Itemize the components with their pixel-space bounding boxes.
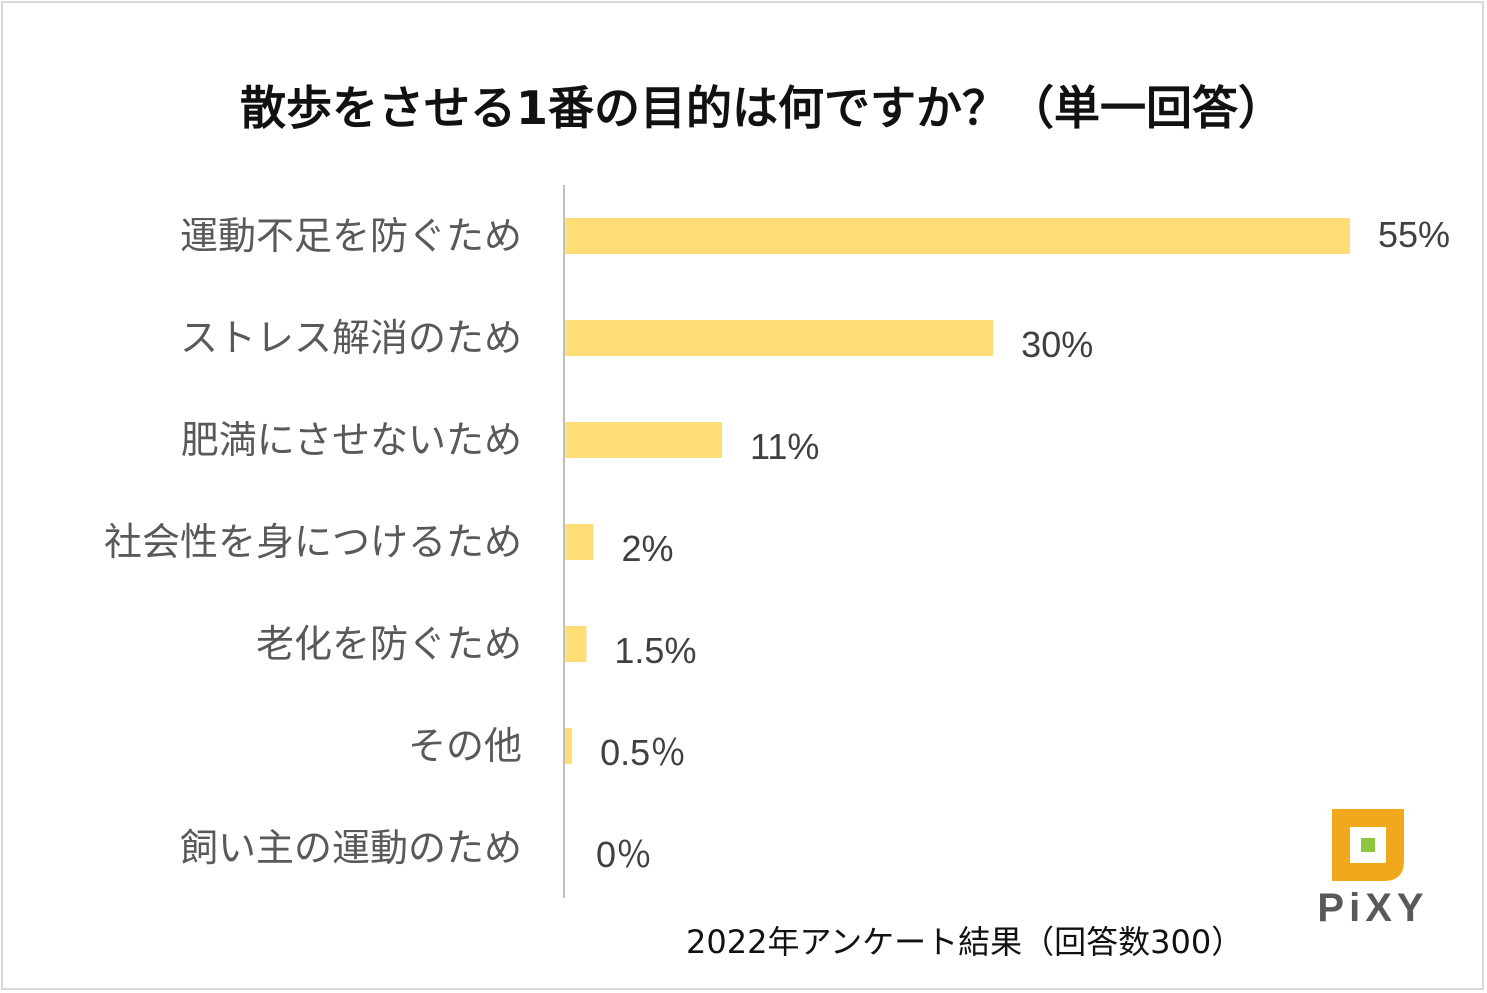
bar-2	[565, 320, 994, 356]
value-label: 0％	[596, 834, 652, 875]
category-label: ストレス解消のため	[180, 316, 522, 360]
chart-title: 散歩をさせる1番の目的は何ですか？（単一回答）	[240, 81, 1285, 135]
category-label: 老化を防ぐため	[256, 622, 522, 666]
category-label: 社会性を身につけるため	[104, 520, 522, 564]
pixy-logo-text: PiXY	[1317, 886, 1429, 930]
value-label: 0.5％	[600, 732, 686, 773]
bar-6	[565, 728, 573, 764]
value-label: 11%	[750, 426, 819, 467]
survey-footnote: 2022年アンケート結果（回答数300）	[686, 923, 1244, 961]
value-label: 1.5%	[614, 630, 696, 671]
pixy-logo: PiXY	[1300, 800, 1440, 940]
bar-5	[565, 626, 587, 662]
category-label: 運動不足を防ぐため	[180, 214, 522, 258]
bar-3	[565, 422, 722, 458]
value-label: 30%	[1021, 324, 1093, 365]
value-label: 2%	[622, 528, 674, 569]
category-label: その他	[408, 724, 522, 768]
category-label: 肥満にさせないため	[181, 418, 522, 462]
pixy-logo-mark	[1332, 809, 1404, 881]
bar-4	[565, 524, 594, 560]
bar-1	[565, 218, 1350, 254]
category-label: 飼い主の運動のため	[180, 826, 522, 870]
value-label: 55%	[1378, 214, 1450, 255]
